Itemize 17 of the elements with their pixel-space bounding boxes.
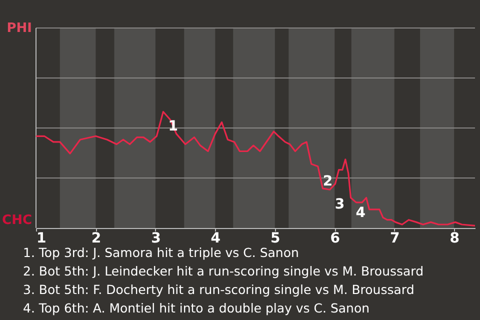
text: CHC [2,213,32,228]
annotation: 3 [334,196,345,213]
text: PHI [6,21,32,36]
x-tick-label: 8 [450,230,460,246]
annotation: 2 [322,173,333,190]
text: 3. Bot 5th: F. Docherty hit a run-scoring single vs M. Broussard [23,282,414,297]
text: 2. Bot 5th: J. Leindecker hit a run-scoring single vs M. Broussard [23,264,424,278]
x-tick-label: 3 [151,230,161,246]
x-tick-label: 2 [91,230,102,246]
x-tick-label: 6 [330,230,340,246]
x-tick-label: 4 [210,230,221,246]
annotation: 4 [356,204,366,221]
text: 1. Top 3rd: J. Samora hit a triple vs C. Sanon [23,245,299,260]
x-tick-label: 5 [270,230,280,246]
text: 4. Top 6th: A. Montiel hit into a double play vs C. Sanon [23,300,370,316]
x-tick-label: 1 [36,230,46,246]
x-tick-label: 7 [390,230,400,246]
